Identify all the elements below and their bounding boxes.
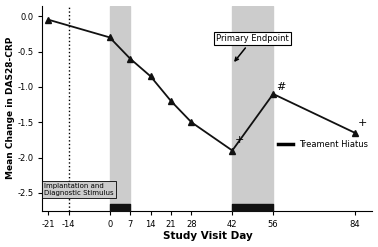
Y-axis label: Mean Change in DAS28-CRP: Mean Change in DAS28-CRP bbox=[6, 37, 15, 179]
Text: #: # bbox=[276, 82, 285, 92]
Bar bbox=[110, 5, 130, 211]
Text: +: + bbox=[358, 118, 367, 128]
Text: +: + bbox=[235, 135, 245, 145]
Text: Implantation and
Diagnostic Stimulus: Implantation and Diagnostic Stimulus bbox=[44, 183, 113, 196]
Bar bbox=[232, 5, 273, 211]
Text: Primary Endpoint: Primary Endpoint bbox=[216, 34, 289, 61]
X-axis label: Study Visit Day: Study Visit Day bbox=[163, 231, 253, 242]
Legend: Treament Hiatus: Treament Hiatus bbox=[277, 140, 368, 149]
